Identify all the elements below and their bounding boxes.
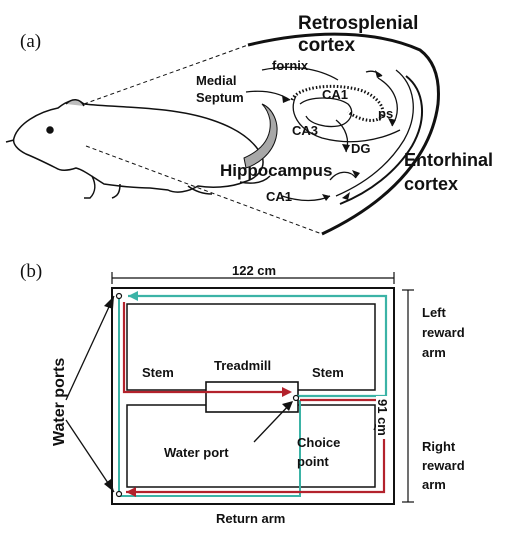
hippocampal-circuit <box>245 66 423 205</box>
return-arm-label: Return arm <box>216 511 286 526</box>
ca1-bottom-label: CA1 <box>266 189 293 204</box>
choice-point-label-line1: Choice <box>297 435 341 450</box>
panel-a-label: (a) <box>20 31 42 52</box>
ca3-label: CA3 <box>292 123 319 138</box>
ps-label: ps <box>378 106 394 121</box>
brain-outline <box>247 32 440 236</box>
stem-right-label: Stem <box>312 365 344 380</box>
dimension-lines <box>111 272 414 503</box>
water-port-bottom-left <box>115 490 123 498</box>
stem-left-label: Stem <box>142 365 174 380</box>
width-label: 122 cm <box>228 264 281 277</box>
left-path-arrowhead <box>128 291 138 301</box>
maze <box>111 287 395 505</box>
circuit-arrowheads <box>282 70 396 201</box>
entorhinal-label-line2: cortex <box>404 174 459 194</box>
right-reward-arm-label-line2: reward <box>422 458 465 473</box>
right-return-path <box>126 398 386 494</box>
retrosplenial-label-line1: Retrosplenial <box>298 13 419 34</box>
medial-septum-label-line1: Medial <box>196 73 237 88</box>
left-reward-arm-label-line3: arm <box>422 345 446 360</box>
right-reward-arm-label-line3: arm <box>422 477 446 492</box>
projection-line-top <box>83 44 249 105</box>
water-port-label: Water port <box>164 445 229 460</box>
water-port-top-left <box>115 292 123 300</box>
ca1-top-label: CA1 <box>322 87 349 102</box>
choice-point-label-line2: point <box>297 454 329 469</box>
rat-drawing <box>5 99 271 199</box>
panel-b-label: (b) <box>20 261 43 282</box>
dg-label: DG <box>351 141 371 156</box>
left-reward-arm-label-line1: Left <box>422 305 446 320</box>
treadmill-box <box>205 381 299 413</box>
water-port-treadmill <box>292 394 300 402</box>
left-reward-arm-label-line2: reward <box>422 325 465 340</box>
retrosplenial-label-line2: cortex <box>298 35 356 56</box>
entorhinal-label-line1: Entorhinal <box>404 150 493 170</box>
height-label: 91 cm <box>375 396 390 439</box>
right-return-arrowhead <box>126 487 136 497</box>
left-return-path <box>118 298 301 497</box>
rat-tail <box>243 103 278 169</box>
right-path-arrowhead <box>282 387 292 397</box>
treadmill-label: Treadmill <box>214 358 272 373</box>
left-trial-path <box>128 294 388 398</box>
hippocampus-label: Hippocampus <box>220 161 333 180</box>
fornix-label: fornix <box>272 58 309 73</box>
right-reward-arm-label-line1: Right <box>422 439 456 454</box>
right-trial-path <box>122 302 290 394</box>
medial-septum-label-line2: Septum <box>196 90 244 105</box>
water-ports-label: Water ports <box>51 357 68 446</box>
